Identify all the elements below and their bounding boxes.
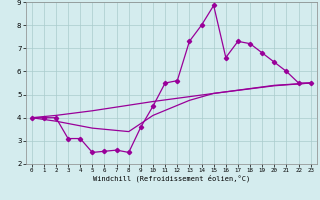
X-axis label: Windchill (Refroidissement éolien,°C): Windchill (Refroidissement éolien,°C) xyxy=(92,175,250,182)
